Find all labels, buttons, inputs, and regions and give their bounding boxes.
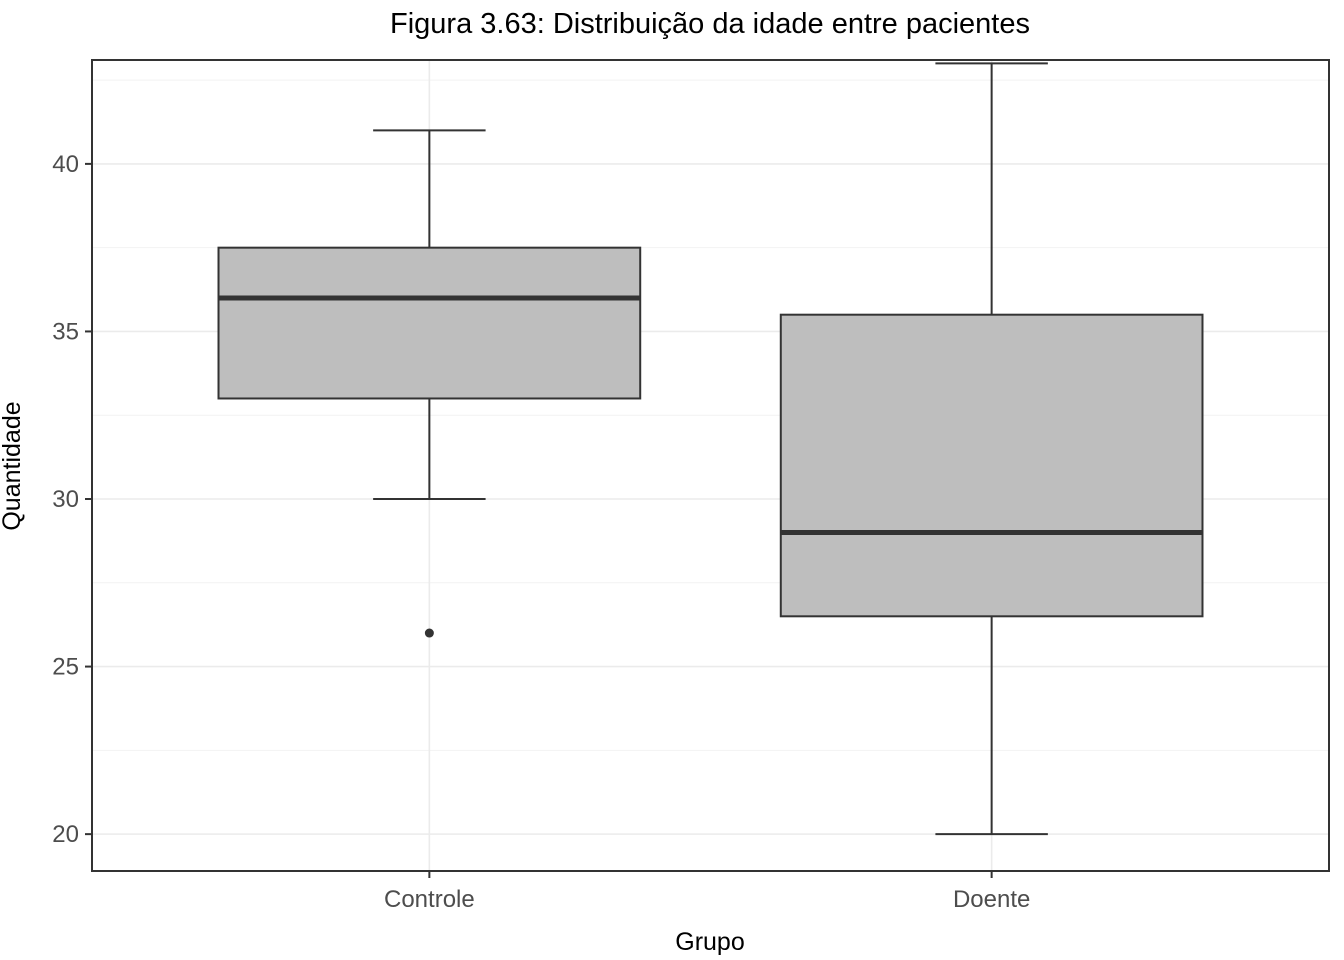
x-tick-label: Controle [384, 886, 475, 913]
panel-border [91, 59, 1330, 872]
iqr-box [779, 313, 1204, 618]
x-axis-title: Grupo [675, 928, 744, 956]
chart-title: Figura 3.63: Distribuição da idade entre… [390, 8, 1030, 40]
y-tick-label: 25 [52, 654, 79, 681]
y-axis: 20 25 30 35 40 [52, 151, 92, 848]
outlier-point [424, 628, 434, 638]
y-tick-label: 30 [52, 486, 79, 513]
box-group-doente [779, 62, 1204, 836]
boxes [217, 62, 1204, 836]
y-tick-label: 40 [52, 151, 79, 178]
box-group-controle [217, 129, 642, 638]
y-tick-label: 35 [52, 318, 79, 345]
y-tick-label: 20 [52, 821, 79, 848]
iqr-box [217, 246, 642, 400]
x-tick-label: Doente [953, 886, 1030, 913]
x-axis: Controle Doente [384, 871, 1030, 913]
y-axis-title: Quantidade [0, 401, 26, 530]
